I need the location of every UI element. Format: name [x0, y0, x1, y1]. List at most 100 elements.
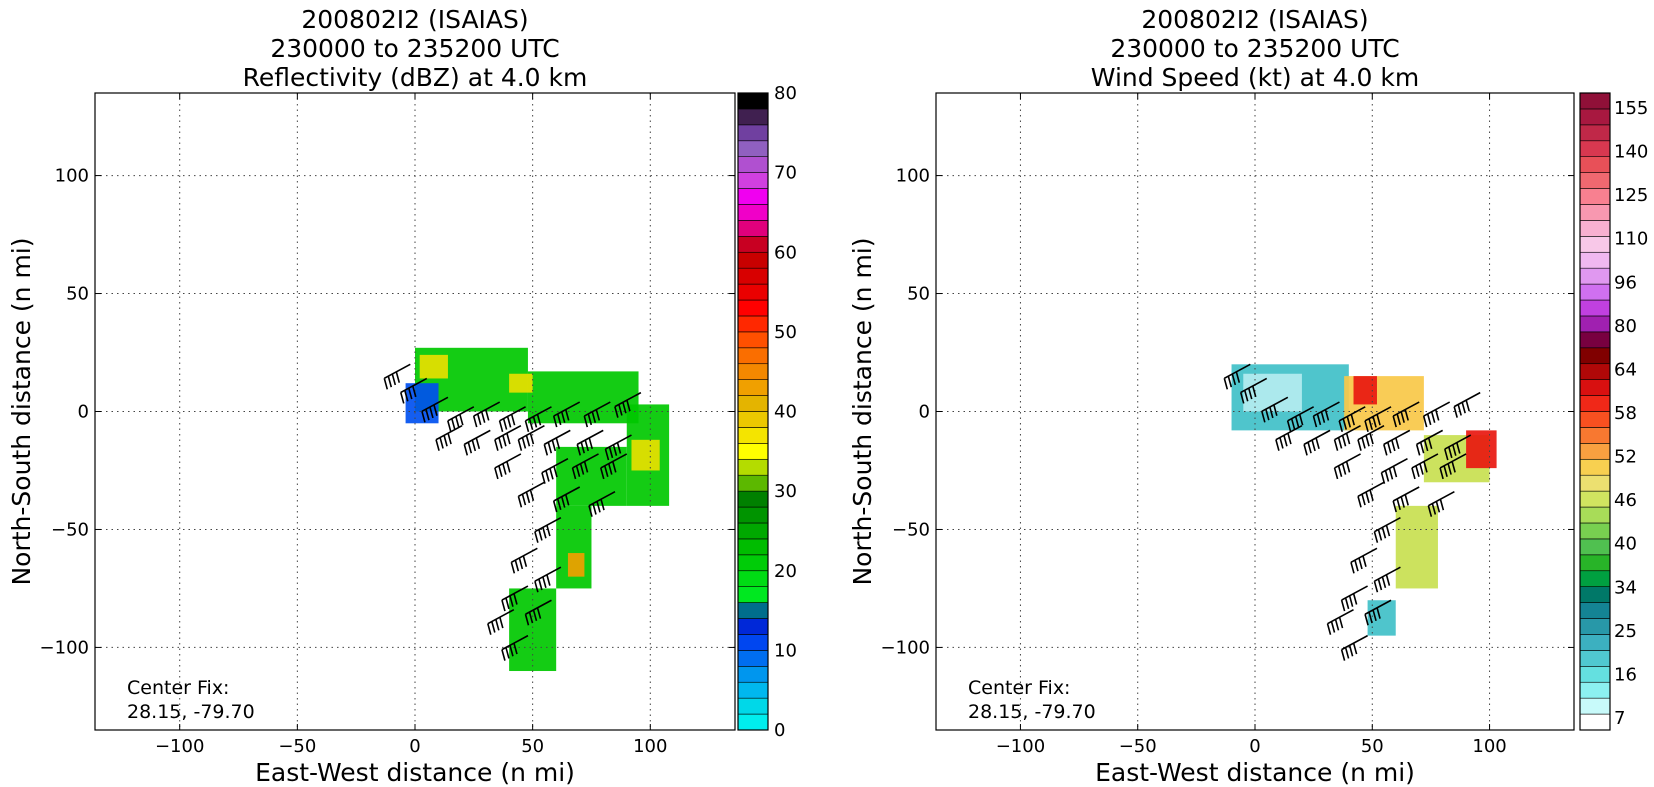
- wind-barb: [543, 429, 571, 456]
- colorbar-segment: [737, 427, 769, 444]
- wind-barb: [1439, 453, 1467, 480]
- wind-barb: [1239, 377, 1268, 404]
- chart-title-line: 200802I2 (ISAIAS): [1141, 5, 1368, 34]
- colorbar-segment: [737, 618, 769, 635]
- colorbar-segment: [737, 650, 769, 667]
- colorbar-segment: [737, 220, 769, 237]
- colorbar-segment: [1579, 443, 1611, 460]
- wind-barb: [463, 429, 491, 456]
- colorbar-segment: [1579, 92, 1611, 110]
- colorbar-segment: [1579, 665, 1611, 683]
- colorbar-segment: [1579, 140, 1611, 157]
- colorbar-tick-label: 52: [1614, 447, 1637, 468]
- colorbar-segment: [1579, 681, 1611, 699]
- wind-barb: [1364, 406, 1392, 432]
- colorbar-tick-label: 34: [1614, 577, 1637, 598]
- colorbar-tick-label: 80: [774, 83, 797, 104]
- y-axis-label: North-South distance (n mi): [7, 237, 36, 585]
- wind-barb: [1338, 406, 1366, 432]
- colorbar-segment: [737, 379, 769, 396]
- colorbar-tick-label: 110: [1614, 229, 1648, 250]
- center-fix-annotation: Center Fix:: [127, 677, 229, 699]
- colorbar-segment: [737, 522, 769, 540]
- wind-barb: [534, 566, 562, 593]
- wind-barb: [517, 481, 545, 508]
- colorbar-segment: [1579, 283, 1611, 301]
- field-cell: [509, 373, 533, 393]
- field-cell: [1353, 376, 1377, 405]
- wind-barb: [472, 401, 501, 428]
- wind-barb: [604, 434, 632, 461]
- wind-barb: [1427, 491, 1455, 517]
- colorbar-tick-label: 140: [1614, 142, 1648, 163]
- colorbar-segment: [1579, 713, 1611, 731]
- colorbar-segment: [737, 204, 769, 221]
- colorbar-segment: [1579, 522, 1611, 540]
- colorbar-segment: [1579, 347, 1611, 365]
- wind-barb: [399, 377, 428, 404]
- wind-barb: [1357, 424, 1385, 451]
- field-cell: [631, 439, 660, 471]
- colorbar-segment: [1579, 602, 1611, 619]
- colorbar-segment: [737, 395, 769, 412]
- colorbar-segment: [737, 188, 769, 205]
- x-tick-label: −50: [1119, 736, 1157, 757]
- wind-barb: [1411, 453, 1439, 480]
- wind-barb: [1392, 401, 1420, 428]
- wind-barb: [1312, 401, 1340, 428]
- wind-barb: [1340, 585, 1368, 612]
- colorbar-segment: [737, 283, 769, 301]
- y-tick-label: 50: [907, 284, 930, 305]
- colorbar-segment: [1579, 108, 1611, 126]
- colorbar-segment: [737, 156, 769, 173]
- y-tick-label: −100: [881, 637, 930, 658]
- colorbar-tick-label: 40: [1614, 534, 1637, 555]
- colorbar-segment: [737, 697, 769, 715]
- plot-area: [95, 93, 735, 730]
- wind-barb: [1364, 599, 1392, 626]
- x-tick-label: 50: [1361, 736, 1384, 757]
- colorbar-segment: [1579, 474, 1611, 492]
- colorbar-tick-label: 7: [1614, 708, 1625, 729]
- colorbar-segment: [1579, 490, 1611, 508]
- colorbar-segment: [737, 665, 769, 683]
- colorbar-segment: [737, 331, 769, 349]
- colorbar-segment: [1579, 363, 1611, 380]
- colorbar-tick-label: 96: [1614, 272, 1637, 293]
- colorbar-segment: [737, 363, 769, 380]
- x-axis-label: East-West distance (n mi): [255, 758, 575, 787]
- wind-barb: [541, 457, 569, 484]
- x-axis-label: East-West distance (n mi): [1095, 758, 1415, 787]
- wind-barb: [1422, 401, 1451, 428]
- colorbar-segment: [737, 92, 769, 110]
- colorbar-segment: [1579, 697, 1611, 715]
- chart-title-line: 200802I2 (ISAIAS): [301, 5, 528, 34]
- wind-barb: [421, 396, 449, 423]
- colorbar-segment: [1579, 411, 1611, 428]
- colorbar-segment: [1579, 124, 1611, 142]
- colorbar-tick-label: 10: [774, 640, 797, 661]
- colorbar-segment: [737, 172, 769, 189]
- colorbar-tick-label: 40: [774, 402, 797, 423]
- y-tick-label: −100: [40, 637, 89, 658]
- colorbar-segment: [737, 506, 769, 524]
- plot-area: [936, 93, 1574, 730]
- wind-barb: [1380, 457, 1408, 484]
- field-cell: [567, 553, 585, 577]
- wind-barb: [1286, 406, 1315, 432]
- wind-barb: [487, 608, 515, 635]
- colorbar-segment: [737, 236, 769, 253]
- wind-barb: [524, 406, 552, 432]
- colorbar-tick-label: 25: [1614, 621, 1637, 642]
- colorbar-segment: [737, 554, 769, 572]
- panel-2: 200802I2 (ISAIAS)230000 to 235200 UTCWin…: [848, 5, 1648, 787]
- wind-barb: [583, 401, 611, 428]
- y-tick-label: 0: [78, 402, 89, 423]
- colorbar-tick-label: 16: [1614, 664, 1637, 685]
- colorbar-segment: [1579, 458, 1611, 476]
- wind-barb: [447, 406, 475, 432]
- colorbar-segment: [1579, 634, 1611, 651]
- colorbar-segment: [737, 140, 769, 157]
- wind-barb: [1453, 391, 1481, 418]
- y-tick-label: 0: [919, 402, 930, 423]
